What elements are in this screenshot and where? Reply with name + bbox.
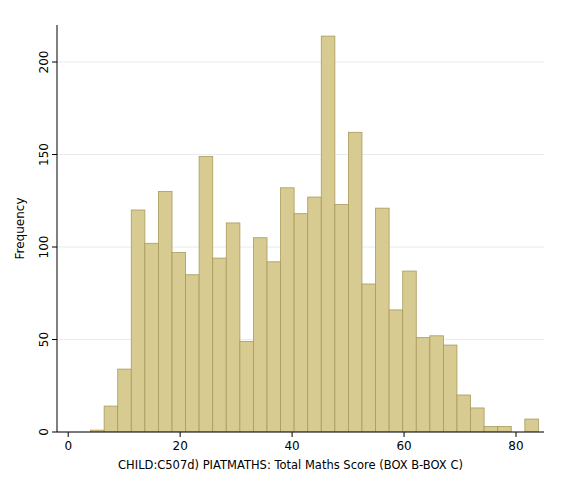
bar	[294, 214, 308, 432]
y-axis	[57, 25, 58, 432]
y-tick-label: 50	[37, 332, 51, 347]
bar	[158, 192, 172, 433]
bar	[498, 426, 512, 432]
y-tick-label: 0	[37, 428, 51, 436]
x-tick-label: 20	[173, 439, 188, 453]
x-axis	[57, 432, 544, 433]
bar	[118, 369, 132, 432]
y-tick	[52, 432, 57, 433]
bar	[335, 204, 349, 432]
bar	[416, 338, 430, 432]
x-tick	[180, 432, 181, 437]
x-tick-label: 40	[284, 439, 299, 453]
bar	[213, 258, 227, 432]
bar	[145, 243, 159, 432]
bar	[240, 341, 254, 432]
y-tick	[52, 154, 57, 155]
x-tick-label: 80	[508, 439, 523, 453]
bar	[403, 271, 417, 432]
x-axis-label: CHILD:C507d) PIATMATHS: Total Maths Scor…	[118, 458, 463, 472]
bar	[348, 132, 362, 432]
y-tick	[52, 339, 57, 340]
bar	[186, 275, 200, 432]
bar	[430, 336, 444, 432]
x-tick	[404, 432, 405, 437]
bar	[376, 208, 390, 432]
y-axis-label: Frequency	[13, 198, 27, 260]
bar	[226, 223, 240, 432]
bar	[471, 408, 485, 432]
bar	[484, 426, 498, 432]
grid-line	[57, 432, 544, 433]
x-tick-label: 0	[64, 439, 72, 453]
bar	[457, 395, 471, 432]
y-tick-label: 100	[37, 236, 51, 259]
grid-line	[57, 154, 544, 155]
x-tick-label: 60	[396, 439, 411, 453]
bar	[525, 419, 539, 432]
bar	[267, 262, 281, 432]
bars	[91, 36, 539, 432]
chart: 0 50 100 150 200 0 20 40 60 80 CHILD:C507d) PIATMA…	[0, 0, 570, 504]
bar	[131, 210, 145, 432]
plot-area	[57, 25, 544, 432]
x-tick	[68, 432, 69, 437]
y-tick-label: 200	[37, 51, 51, 74]
x-tick	[516, 432, 517, 437]
bar	[253, 238, 267, 432]
x-tick	[292, 432, 293, 437]
y-tick	[52, 247, 57, 248]
bar	[281, 188, 295, 432]
bar	[321, 36, 335, 432]
y-tick	[52, 62, 57, 63]
bar	[362, 284, 376, 432]
bar	[389, 310, 403, 432]
bar	[199, 156, 213, 432]
bar	[104, 406, 118, 432]
bar	[308, 197, 322, 432]
bar	[172, 253, 186, 432]
bar	[443, 345, 457, 432]
y-tick-label: 150	[37, 143, 51, 166]
grid-line	[57, 62, 544, 63]
